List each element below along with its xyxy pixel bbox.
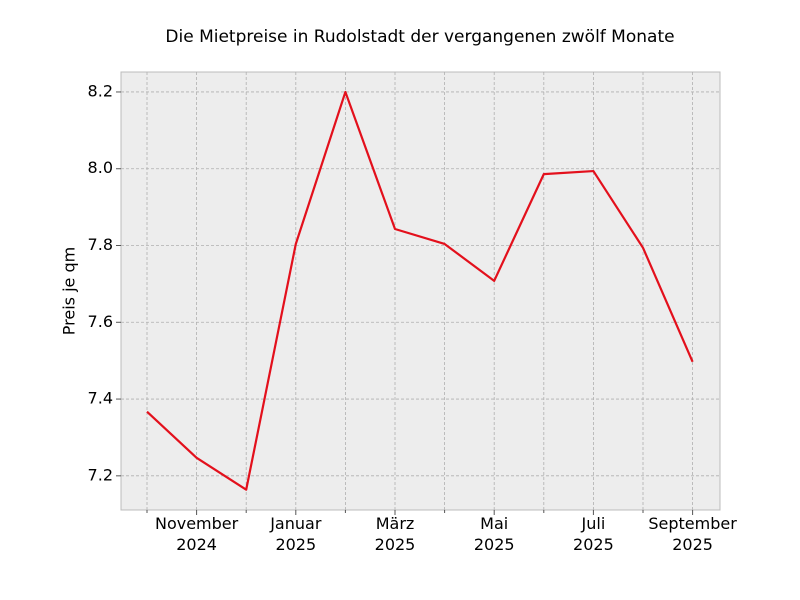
chart-title: Die Mietpreise in Rudolstadt der vergang… xyxy=(165,27,674,47)
y-tick-label: 7.6 xyxy=(88,312,113,331)
line-series xyxy=(146,90,694,491)
x-tick-label: November 2024 xyxy=(155,514,239,554)
x-tick-label: Januar 2025 xyxy=(269,514,322,554)
x-tick-label: März 2025 xyxy=(375,514,416,554)
y-tick-label: 8.0 xyxy=(88,158,113,177)
x-tick-label: September 2025 xyxy=(648,514,737,554)
y-tick-label: 7.4 xyxy=(88,389,113,408)
y-tick-label: 7.2 xyxy=(88,465,113,484)
y-axis-label: Preis je qm xyxy=(60,247,79,335)
x-tick-label: Mai 2025 xyxy=(474,514,515,554)
y-tick-label: 7.8 xyxy=(88,235,113,254)
plot-area xyxy=(120,71,721,511)
y-tick-label: 8.2 xyxy=(88,81,113,100)
x-tick-label: Juli 2025 xyxy=(573,514,614,554)
